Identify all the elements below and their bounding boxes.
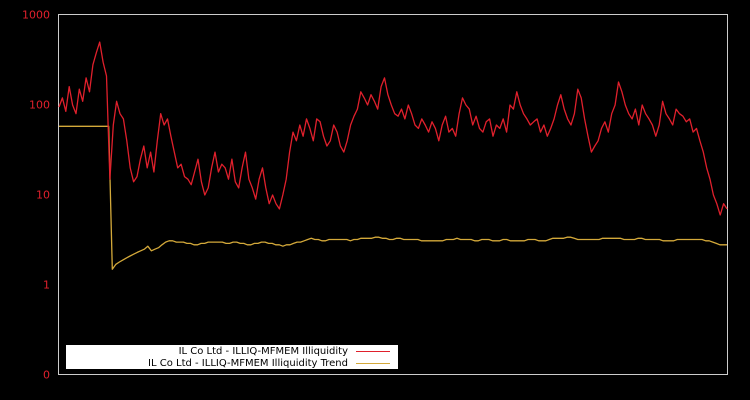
series-illiquidity-line: [58, 41, 728, 216]
y-tick-1000: 1000: [22, 8, 50, 22]
legend-item-illiquidity: IL Co Ltd - ILLIQ-MFMEM Illiquidity: [179, 345, 390, 357]
legend-label: IL Co Ltd - ILLIQ-MFMEM Illiquidity: [178, 345, 348, 357]
legend-swatch-gold: [356, 362, 390, 364]
y-tick-10: 10: [36, 188, 50, 202]
legend-label: IL Co Ltd - ILLIQ-MFMEM Illiquidity Tren…: [148, 357, 348, 369]
y-tick-1: 1: [43, 278, 50, 292]
series-layer: [58, 41, 728, 270]
legend-item-trend: IL Co Ltd - ILLIQ-MFMEM Illiquidity Tren…: [148, 357, 390, 369]
y-tick-0: 0: [43, 368, 50, 382]
y-tick-100: 100: [29, 98, 50, 112]
legend-swatch-red: [356, 350, 390, 352]
plot-frame: [58, 14, 728, 375]
legend: IL Co Ltd - ILLIQ-MFMEM Illiquidity IL C…: [66, 345, 398, 369]
series-trend-line: [59, 125, 727, 270]
